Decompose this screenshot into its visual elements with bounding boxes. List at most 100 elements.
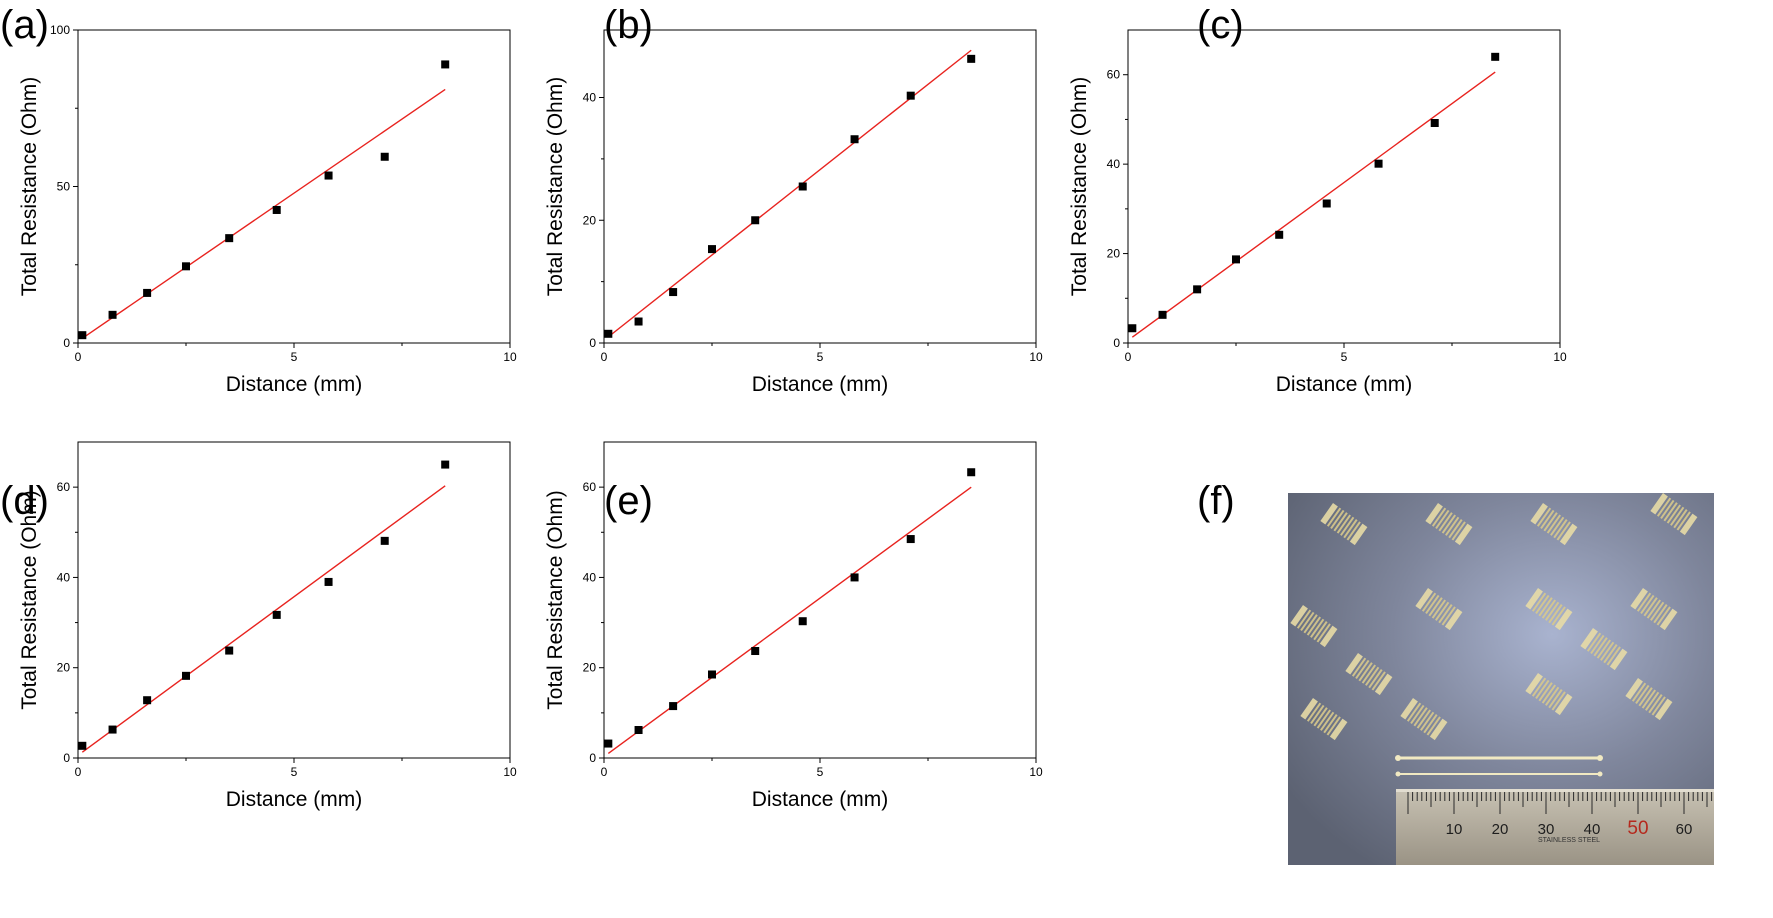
data-point xyxy=(272,610,281,619)
x-tick-label: 10 xyxy=(503,350,517,364)
y-tick-label: 20 xyxy=(583,213,597,227)
data-point xyxy=(967,468,976,477)
x-axis-label: Distance (mm) xyxy=(752,373,889,396)
data-point xyxy=(182,262,190,271)
data-point xyxy=(906,91,915,100)
ruler-brand-text: STAINLESS STEEL xyxy=(1538,837,1600,844)
data-point xyxy=(634,317,643,326)
data-point xyxy=(1158,310,1167,319)
x-tick-label: 10 xyxy=(1553,350,1567,364)
data-point xyxy=(1193,285,1202,294)
x-tick-label: 10 xyxy=(503,765,517,779)
y-tick-label: 0 xyxy=(63,336,70,350)
data-point xyxy=(1491,52,1500,61)
data-point xyxy=(108,310,117,319)
x-tick-label: 5 xyxy=(291,350,298,364)
x-tick-label: 5 xyxy=(817,765,824,779)
data-point xyxy=(182,671,190,680)
x-tick-label: 0 xyxy=(75,765,82,779)
x-tick-label: 10 xyxy=(1029,765,1043,779)
fit-line xyxy=(81,88,446,339)
data-point xyxy=(1275,230,1284,239)
data-point xyxy=(1128,324,1137,333)
panel-label-b: (b) xyxy=(604,3,653,47)
y-tick-label: 40 xyxy=(583,91,597,105)
data-point xyxy=(669,702,678,711)
x-tick-label: 10 xyxy=(1029,350,1043,364)
y-axis-label: Total Resistance (Ohm) xyxy=(18,77,41,296)
y-tick-label: 40 xyxy=(57,570,71,584)
printed-lines xyxy=(1395,755,1603,777)
ruler-number: 60 xyxy=(1676,821,1693,838)
x-tick-label: 0 xyxy=(1125,350,1132,364)
data-point xyxy=(441,460,450,469)
y-tick-label: 60 xyxy=(1107,68,1121,82)
data-point xyxy=(441,60,450,69)
y-tick-label: 60 xyxy=(583,480,597,494)
data-point xyxy=(850,573,859,582)
data-point xyxy=(143,696,152,705)
data-point xyxy=(225,234,234,243)
data-point xyxy=(906,535,915,544)
data-point xyxy=(850,135,859,144)
x-tick-label: 5 xyxy=(1341,350,1348,364)
ruler-number: 20 xyxy=(1492,821,1509,838)
data-point xyxy=(78,741,87,750)
y-tick-label: 40 xyxy=(583,570,597,584)
data-point xyxy=(1232,255,1240,264)
y-tick-label: 100 xyxy=(50,23,70,37)
fit-line xyxy=(607,486,972,755)
x-tick-label: 0 xyxy=(75,350,82,364)
data-point xyxy=(604,739,613,748)
ruler-number: 40 xyxy=(1584,821,1601,838)
data-point xyxy=(751,647,760,656)
data-point xyxy=(225,646,234,655)
data-point xyxy=(1374,159,1383,168)
ruler-number: 50 xyxy=(1627,818,1648,839)
panel-label-f: (f) xyxy=(1197,479,1235,523)
data-point xyxy=(634,726,643,735)
x-tick-label: 0 xyxy=(601,765,608,779)
x-tick-label: 5 xyxy=(291,765,298,779)
data-point xyxy=(1322,199,1331,208)
data-point xyxy=(604,329,613,338)
data-point xyxy=(324,577,333,586)
y-tick-label: 20 xyxy=(583,661,597,675)
sample-photo-drawing: 10 20 30 40 50 60 STAINLESS STEEL xyxy=(1288,493,1714,865)
data-point xyxy=(380,152,389,161)
y-tick-label: 0 xyxy=(589,336,596,350)
data-point xyxy=(78,331,87,340)
data-point xyxy=(143,288,152,297)
data-point xyxy=(380,536,389,545)
x-tick-label: 5 xyxy=(817,350,824,364)
y-tick-label: 20 xyxy=(1107,247,1121,261)
data-point xyxy=(1430,119,1439,128)
x-axis-label: Distance (mm) xyxy=(226,788,363,811)
data-point xyxy=(708,245,716,254)
x-axis-label: Distance (mm) xyxy=(752,788,889,811)
y-axis-label: Total Resistance (Ohm) xyxy=(544,77,567,296)
y-tick-label: 60 xyxy=(57,480,71,494)
ruler-number: 30 xyxy=(1538,821,1555,838)
fit-line xyxy=(81,485,446,753)
panel-label-d: (d) xyxy=(0,479,49,523)
ruler-number: 10 xyxy=(1446,821,1463,838)
data-point xyxy=(324,171,333,180)
y-axis-label: Total Resistance (Ohm) xyxy=(544,490,567,709)
y-tick-label: 0 xyxy=(63,751,70,765)
y-tick-label: 20 xyxy=(57,661,71,675)
panel-label-c: (c) xyxy=(1197,3,1244,47)
y-tick-label: 40 xyxy=(1107,157,1121,171)
y-tick-label: 50 xyxy=(57,180,71,194)
panel-label-a: (a) xyxy=(0,3,49,47)
data-point xyxy=(272,205,281,214)
y-axis-label: Total Resistance (Ohm) xyxy=(18,490,41,709)
y-axis-label: Total Resistance (Ohm) xyxy=(1068,77,1091,296)
data-point xyxy=(708,670,716,679)
data-point xyxy=(669,288,678,297)
